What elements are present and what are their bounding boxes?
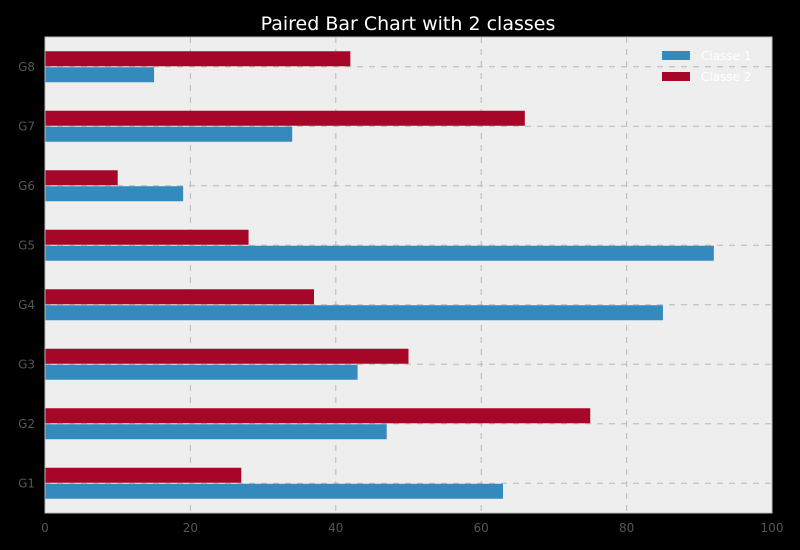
bar-classe-1-g3 [45, 364, 358, 380]
bar-classe-1-g4 [45, 305, 663, 321]
bar-classe-2-g2 [45, 408, 591, 424]
bar-classe-1-g2 [45, 424, 387, 440]
bar-classe-2-g8 [45, 51, 351, 67]
y-tick-label: G8 [18, 60, 35, 74]
y-tick-label: G3 [18, 357, 35, 371]
x-tick-label: 60 [474, 521, 489, 535]
bar-classe-1-g8 [45, 67, 155, 83]
x-tick-label: 40 [328, 521, 343, 535]
legend-swatch-2 [662, 72, 690, 81]
bars [45, 51, 714, 499]
legend: Classe 1 Classe 2 [662, 49, 751, 84]
y-tick-label: G5 [18, 238, 35, 252]
y-tick-label: G6 [18, 179, 35, 193]
plot-frame [44, 36, 773, 514]
bar-classe-2-g7 [45, 110, 525, 126]
x-tick-label: 0 [41, 521, 49, 535]
x-tick-label: 100 [761, 521, 784, 535]
bar-classe-1-g5 [45, 245, 714, 261]
x-tick-label: 20 [183, 521, 198, 535]
bar-classe-1-g1 [45, 483, 504, 499]
bar-classe-2-g6 [45, 170, 118, 186]
tick-labels: 0 20 40 60 80 100 G1 G2 G3 G4 G5 G6 G7 G8 [18, 60, 783, 535]
bar-classe-2-g1 [45, 467, 242, 483]
legend-label-1: Classe 1 [701, 49, 751, 63]
legend-swatch-1 [662, 51, 690, 60]
y-tick-label: G7 [18, 119, 35, 133]
x-tick-label: 80 [619, 521, 634, 535]
bar-classe-2-g4 [45, 289, 314, 305]
bar-classe-2-g5 [45, 229, 249, 245]
y-tick-label: G1 [18, 476, 35, 490]
bar-classe-1-g7 [45, 126, 293, 142]
plot-area [45, 37, 772, 513]
legend-label-2: Classe 2 [701, 70, 751, 84]
bar-classe-1-g6 [45, 186, 184, 202]
y-tick-label: G2 [18, 417, 35, 431]
bar-classe-2-g3 [45, 348, 409, 364]
chart-title: Paired Bar Chart with 2 classes [261, 13, 556, 35]
y-tick-label: G4 [18, 298, 35, 312]
